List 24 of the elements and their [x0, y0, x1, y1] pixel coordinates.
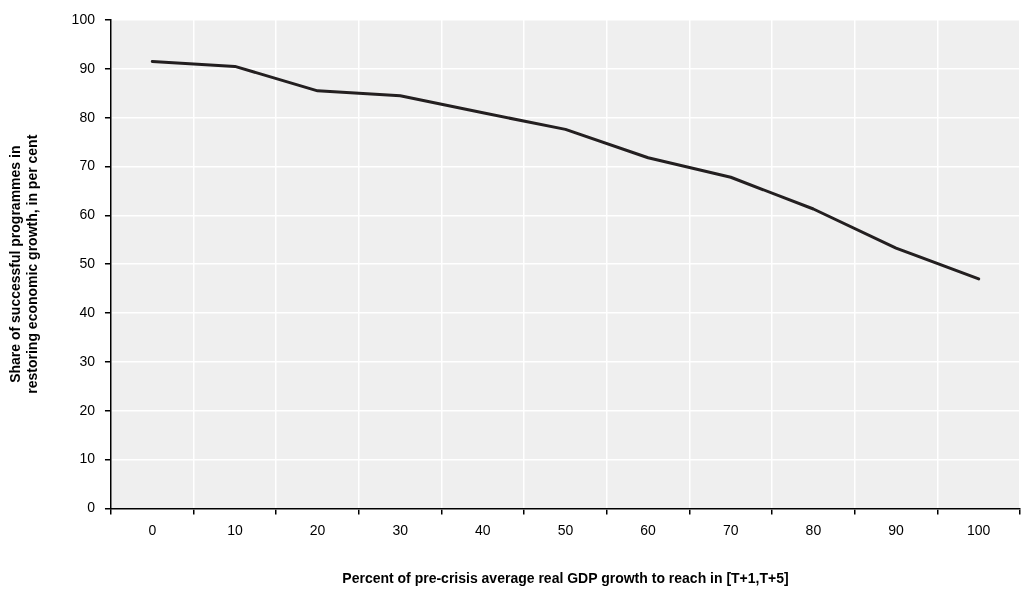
y-tick-label: 70 [79, 157, 96, 174]
x-tick-label: 20 [309, 521, 326, 538]
x-tick-label: 90 [888, 521, 905, 538]
x-tick-label: 70 [722, 521, 739, 538]
x-tick-label: 10 [227, 521, 243, 538]
y-tick-label: 80 [79, 108, 96, 125]
y-tick-label: 40 [79, 303, 96, 320]
x-tick-label: 50 [557, 521, 574, 538]
x-tick-label: 80 [805, 521, 822, 538]
x-tick-label: 60 [640, 521, 657, 538]
x-tick-label: 30 [392, 521, 409, 538]
y-tick-label: 60 [79, 206, 96, 223]
y-tick-label: 0 [87, 499, 96, 516]
x-tick-label: 0 [148, 521, 157, 538]
y-tick-label: 10 [79, 450, 96, 467]
x-axis-title: Percent of pre-crisis average real GDP growth to reach in [T+1,T+5] [342, 570, 789, 587]
y-tick-label: 30 [79, 352, 96, 369]
y-tick-label: 100 [71, 10, 96, 27]
x-tick-label: 40 [475, 521, 491, 538]
y-tick-label: 50 [79, 255, 96, 272]
y-axis-title: Share of successful programmes in restoring economic growth, in per cent [7, 134, 41, 394]
x-tick-label: 100 [967, 521, 991, 538]
y-tick-label: 90 [79, 59, 96, 76]
y-tick-label: 20 [79, 401, 96, 418]
